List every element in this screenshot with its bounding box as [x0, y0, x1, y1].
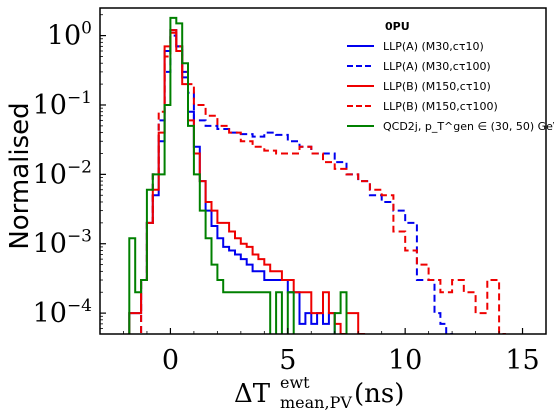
- x-axis-label-main: ΔT: [234, 379, 271, 409]
- legend-entry-3: LLP(B) (M150,cτ10): [383, 80, 491, 93]
- series-4-line: [140, 31, 506, 334]
- x-axis-label-sub: mean,PV: [280, 393, 352, 412]
- legend-entry-1: LLP(A) (M30,cτ10): [383, 40, 484, 53]
- x-tick-label: 0: [162, 345, 179, 376]
- x-axis-label-unit: (ns): [354, 379, 404, 409]
- series-5-line: [128, 16, 348, 334]
- plot-frame: [99, 7, 547, 335]
- x-tick-label: 15: [505, 345, 539, 376]
- y-axis-label: Normalised: [5, 102, 35, 249]
- legend-entry-4: LLP(B) (M150,cτ100): [383, 100, 498, 113]
- y-tick-label: 10−4: [33, 296, 92, 329]
- series-layer: [128, 16, 506, 334]
- series-2-line: [140, 34, 454, 334]
- x-axis-label-sup: ewt: [280, 373, 310, 392]
- series-3-line: [128, 29, 366, 334]
- legend-entry-2: LLP(A) (M30,cτ100): [383, 60, 491, 73]
- x-tick-label: 10: [388, 345, 422, 376]
- legend: 0PU LLP(A) (M30,cτ10) LLP(A) (M30,cτ100) L…: [347, 20, 554, 133]
- x-axis-label: ΔT ewt mean,PV (ns): [234, 373, 404, 412]
- y-tick-label: 10−3: [33, 227, 92, 260]
- y-tick-label: 10−1: [33, 88, 92, 121]
- series-1-line: [128, 29, 336, 334]
- y-tick-label: 100: [47, 19, 92, 52]
- x-tick-label: 5: [279, 345, 296, 376]
- legend-entry-5: QCD2j, p_T^gen ∈ (30, 50) GeV: [383, 120, 554, 133]
- legend-title: 0PU: [385, 20, 410, 33]
- y-axis: 10−4 10−3 10−2 10−1 100: [33, 14, 106, 335]
- y-tick-label: 10−2: [33, 157, 92, 190]
- x-axis: 0 5 10 15: [123, 328, 540, 376]
